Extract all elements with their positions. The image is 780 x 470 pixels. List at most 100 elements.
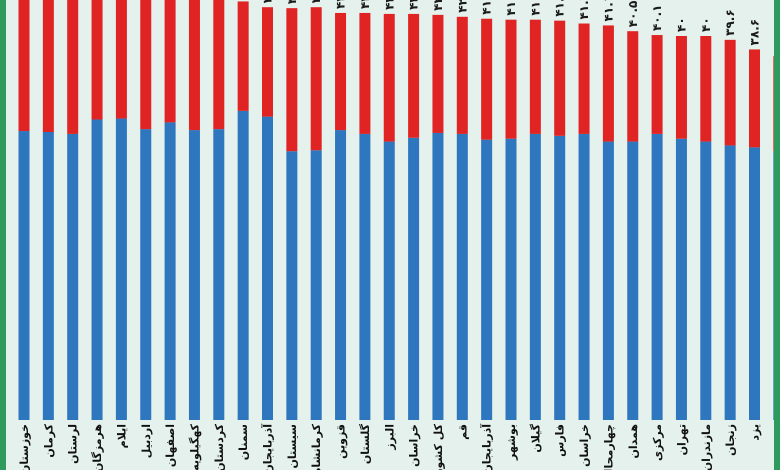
value-label: ۳۸.۶ [748,19,762,46]
category-label: کردستان [213,423,226,470]
category-label: ایلام [115,424,128,448]
bar-segment-blue [408,137,420,420]
bar-segment-blue [749,147,760,421]
bar-segment-blue [115,118,127,420]
bar-segment-blue [237,110,249,420]
bar-segment-blue [578,133,590,421]
bar-segment-red [237,1,249,111]
bar-segment-red [554,20,566,136]
bar-segment-blue [188,130,200,420]
bar-segment-red [578,23,590,134]
bar-segment-blue [67,133,79,421]
category-label: چهارمحال [602,424,615,470]
bar-segment-red [42,0,54,132]
category-label: بوشهر [505,424,518,461]
category-label: خوزستان [18,424,31,470]
value-label: ۳۹.۶ [723,9,737,36]
value-label: ۴۲.۴ [334,0,348,9]
value-label: ۴۲.۴ [358,0,372,9]
bar-segment-blue [164,122,176,421]
category-label: مرکزی [651,424,664,461]
bar-segment-blue [675,138,687,420]
bar-segment-blue [505,138,517,420]
bar-segment-blue [359,133,371,421]
category-label: فارس [554,424,567,457]
bar-segment-red [188,0,200,131]
frame-border-right [774,0,780,470]
bar-segment-red [286,8,298,152]
bar-segment-blue [432,132,444,420]
bar-segment-red [432,14,444,133]
bar-segment-red [700,36,712,142]
category-label: قزوین [335,424,348,459]
category-label: آذربایجان [261,424,275,470]
category-label: سیستان [286,424,299,469]
bar-segment-blue [651,133,663,421]
value-label: ۴۰ [699,17,713,32]
value-label: ۴۰.۱ [650,5,664,32]
value-label: ۴۲ [455,0,469,13]
category-label: گیلان [529,423,542,452]
category-label: خراسان [408,424,421,467]
bar-segment-red [359,12,371,134]
bar-segment-blue [91,119,103,421]
bar-segment-red [91,0,103,120]
value-label: ۴۱.۸ [480,0,494,15]
bar-segment-blue [262,116,273,420]
bar-segment-red [749,49,760,148]
bar-segment-blue [18,131,30,421]
category-label: زنجان [724,424,737,456]
bar-segment-blue [602,141,614,420]
bar-segment-red [627,31,639,142]
value-label: ۴۱.۳ [577,0,591,20]
category-label: خراسان [578,424,591,467]
frame-border-left [0,0,6,470]
bar-segment-blue [724,145,736,420]
bar-segment-blue [456,133,468,421]
bar-segment-red [651,35,663,134]
bar-segment-blue [529,133,541,421]
value-label: ۴۰ [674,17,688,32]
bar-segment-blue [554,135,566,420]
bar-segment-red [529,19,541,134]
value-label: ۴۳ [261,0,275,3]
bar-segment-blue [481,139,493,420]
category-label: هرمزگان [91,424,104,470]
bar-segment-red [140,0,152,130]
bar-segment-red [262,7,273,117]
value-label: ۴۳ [285,0,299,4]
value-label: ۴۱.۶ [553,0,567,17]
bar-segment-blue [286,151,298,420]
category-label: گلستان [359,423,372,464]
value-label: ۴۰.۵ [626,1,640,28]
bar-segment-blue [383,141,395,420]
category-label: کل کشور [432,423,445,470]
bar-segment-red [724,39,736,146]
value-label: ۴۱.۷ [504,0,518,16]
value-label: ۴۳ [309,0,323,3]
bar-segment-blue [335,130,347,420]
category-label: کرمان [42,423,55,457]
bar-segment-blue [310,150,322,421]
bar-segment-red [505,19,517,139]
value-label: ۴۲.۳ [407,0,421,10]
category-label: اردبیل [140,424,153,458]
category-label: اصفهان [164,424,177,467]
category-label: قم [456,424,469,440]
value-label: ۴۲.۳ [382,0,396,10]
value-label: ۴۱.۷ [528,0,542,16]
bar-segment-blue [213,129,225,420]
category-label: آذربایجان [480,424,494,470]
category-label: لرستان [67,424,80,464]
bar-segment-red [67,0,79,134]
bar-segment-red [675,36,687,139]
category-label: یزد [749,424,762,441]
bar-segment-red [164,0,176,123]
bar-segment-red [456,16,468,134]
bar-segment-red [310,7,322,151]
bar-segment-blue [627,141,639,420]
value-label: ۴۱.۱ [601,0,615,21]
bar-segment-blue [140,129,152,420]
